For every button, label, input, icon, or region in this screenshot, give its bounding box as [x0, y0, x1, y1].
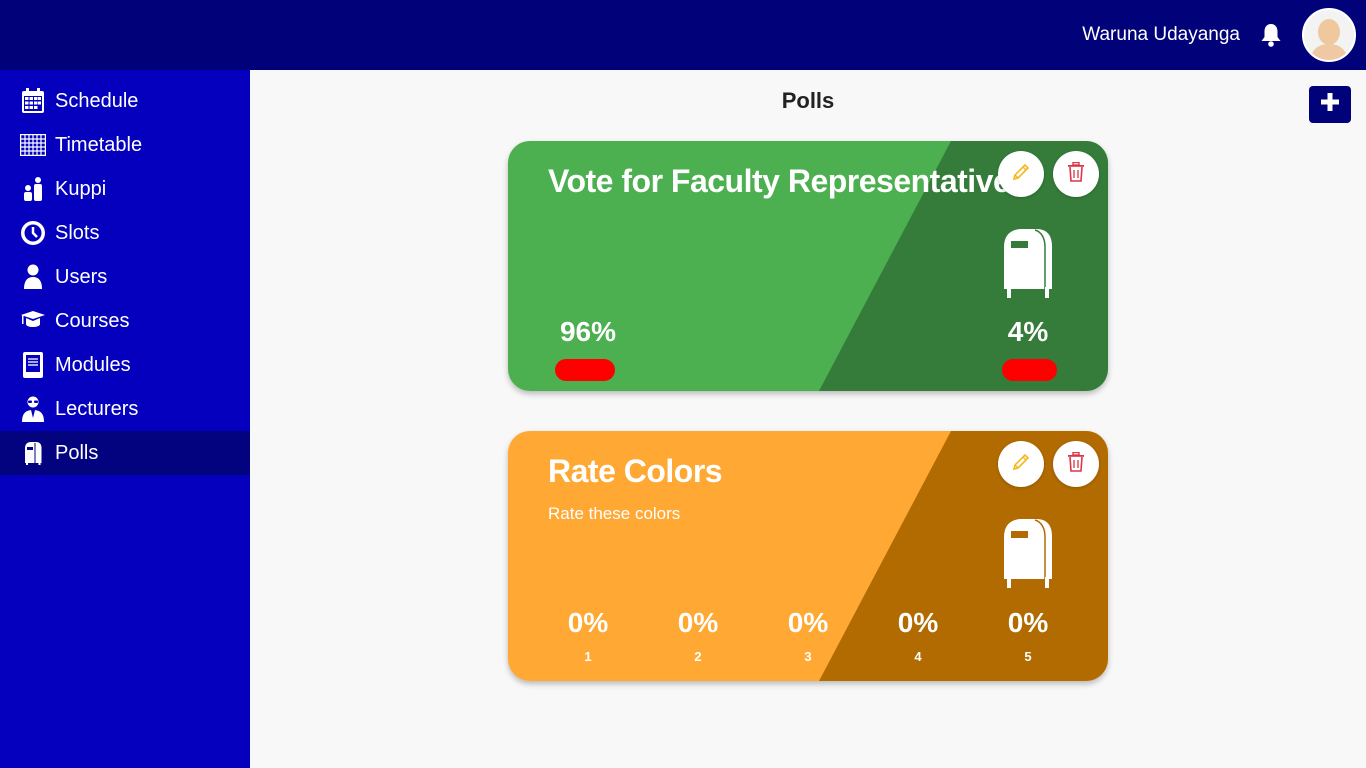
option-label: 4: [914, 649, 922, 664]
sidebar-item-kuppi[interactable]: Kuppi: [0, 167, 250, 211]
sidebar-item-courses[interactable]: Courses: [0, 299, 250, 343]
sidebar-item-label: Lecturers: [55, 397, 139, 420]
sidebar-item-label: Timetable: [55, 133, 143, 156]
poll-option: 4%: [973, 316, 1083, 348]
sidebar-item-slots[interactable]: Slots: [0, 211, 250, 255]
delete-button[interactable]: [1053, 441, 1099, 487]
user-icon: [20, 264, 46, 290]
option-percent: 4%: [1007, 316, 1049, 347]
poll-card[interactable]: Vote for Faculty Representative 96% 4%: [508, 141, 1108, 391]
sidebar-item-label: Polls: [55, 441, 99, 464]
option-percent: 0%: [897, 607, 939, 638]
pencil-icon: [1011, 452, 1031, 477]
redacted-option-label: [1002, 359, 1057, 381]
option-label: 3: [804, 649, 812, 664]
sidebar-item-label: Slots: [55, 221, 100, 244]
option-percent: 96%: [559, 316, 617, 347]
poll-option: 0% 5: [973, 607, 1083, 664]
option-label: 1: [584, 649, 592, 664]
sidebar-item-schedule[interactable]: Schedule: [0, 79, 250, 123]
trash-icon: [1067, 161, 1085, 187]
mailbox-icon: [20, 440, 46, 466]
option-label: 2: [694, 649, 702, 664]
book-icon: [20, 352, 46, 378]
clock-icon: [20, 220, 46, 246]
graduation-cap-icon: [20, 308, 46, 334]
poll-description: Rate these colors: [548, 504, 681, 523]
edit-button[interactable]: [998, 151, 1044, 197]
poll-option: 0% 4: [863, 607, 973, 664]
top-bar: Waruna Udayanga: [0, 0, 1366, 70]
user-name[interactable]: Waruna Udayanga: [1082, 24, 1240, 45]
poll-card[interactable]: Rate Colors Rate these colors 0% 1 0% 2 …: [508, 431, 1108, 681]
add-poll-button[interactable]: [1309, 86, 1351, 123]
plus-icon: [1321, 93, 1339, 116]
sidebar: Schedule Timetable Kuppi Slots Users Cou…: [0, 70, 250, 768]
option-percent: 0%: [1007, 607, 1049, 638]
page-title: Polls: [781, 88, 835, 113]
people-icon: [20, 176, 46, 202]
sidebar-item-timetable[interactable]: Timetable: [0, 123, 250, 167]
redacted-option-label: [555, 359, 615, 381]
mailbox-icon: [1000, 227, 1056, 301]
sidebar-item-users[interactable]: Users: [0, 255, 250, 299]
poll-option: 96%: [533, 316, 643, 348]
poll-option: 0% 3: [753, 607, 863, 664]
edit-button[interactable]: [998, 441, 1044, 487]
option-label: 5: [1024, 649, 1032, 664]
sidebar-item-lecturers[interactable]: Lecturers: [0, 387, 250, 431]
sidebar-item-modules[interactable]: Modules: [0, 343, 250, 387]
poll-title: Rate Colors: [548, 453, 723, 489]
poll-title: Vote for Faculty Representative: [548, 163, 1011, 199]
sidebar-item-label: Kuppi: [55, 177, 107, 200]
poll-option: 0% 1: [533, 607, 643, 664]
option-percent: 0%: [677, 607, 719, 638]
sidebar-item-label: Users: [55, 265, 108, 288]
sidebar-item-label: Modules: [55, 353, 131, 376]
calendar-icon: [20, 88, 46, 114]
option-percent: 0%: [567, 607, 609, 638]
sidebar-item-polls[interactable]: Polls: [0, 431, 250, 475]
delete-button[interactable]: [1053, 151, 1099, 197]
mailbox-icon: [1000, 517, 1056, 591]
option-percent: 0%: [787, 607, 829, 638]
pencil-icon: [1011, 162, 1031, 187]
poll-option: 0% 2: [643, 607, 753, 664]
sidebar-item-label: Schedule: [55, 89, 139, 112]
avatar[interactable]: [1302, 8, 1356, 62]
grid-icon: [20, 132, 46, 158]
sidebar-item-label: Courses: [55, 309, 130, 332]
trash-icon: [1067, 451, 1085, 477]
lecturer-icon: [20, 396, 46, 422]
bell-icon[interactable]: [1259, 22, 1283, 48]
